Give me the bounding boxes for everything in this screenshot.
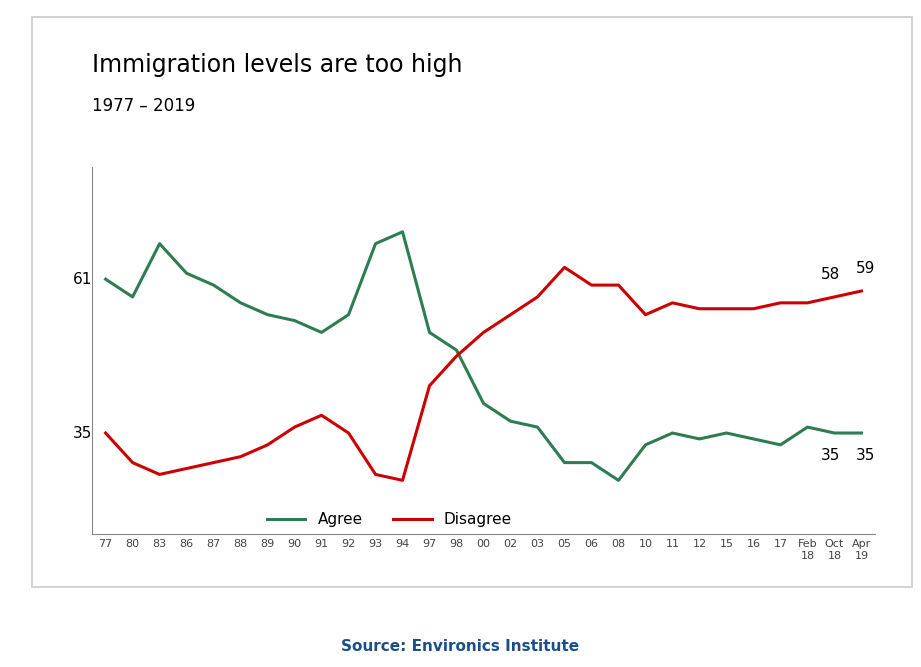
Text: 59: 59 (856, 261, 875, 276)
Text: 35: 35 (73, 426, 92, 440)
Text: 35: 35 (856, 448, 875, 463)
Text: 61: 61 (73, 271, 92, 287)
Text: 58: 58 (821, 267, 840, 282)
Legend: Agree, Disagree: Agree, Disagree (262, 506, 518, 534)
Text: 1977 – 2019: 1977 – 2019 (92, 97, 195, 115)
Text: Immigration levels are too high: Immigration levels are too high (92, 53, 462, 77)
Text: 35: 35 (821, 448, 840, 463)
Text: Source: Environics Institute: Source: Environics Institute (342, 639, 579, 654)
